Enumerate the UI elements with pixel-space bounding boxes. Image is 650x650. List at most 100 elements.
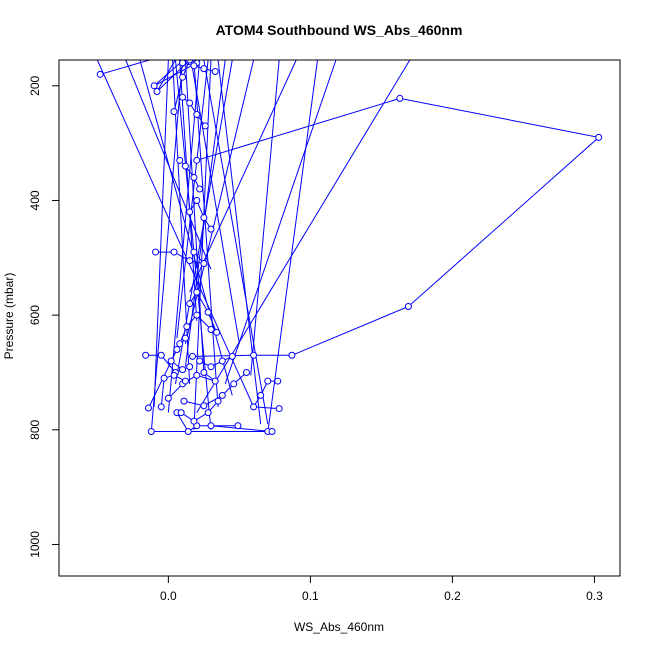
data-point — [157, 351, 165, 359]
y-axis-label: Pressure (mbar) — [2, 273, 16, 360]
connector-line — [203, 60, 269, 425]
data-point — [268, 428, 276, 436]
data-point — [275, 405, 283, 413]
data-point — [170, 108, 178, 116]
series-line — [199, 355, 233, 368]
data-point — [204, 409, 212, 417]
series-line — [192, 97, 600, 357]
connector-line — [184, 60, 226, 367]
series-line — [182, 96, 206, 127]
data-point — [264, 377, 272, 385]
plot-points-group — [96, 50, 603, 436]
data-point — [167, 357, 175, 365]
data-point — [274, 377, 282, 385]
data-point — [186, 300, 194, 308]
data-point — [186, 257, 194, 265]
data-point — [179, 60, 187, 67]
data-point — [242, 368, 250, 376]
data-point — [288, 351, 296, 359]
connector-line — [139, 60, 233, 396]
data-point — [177, 409, 185, 417]
series-line — [156, 60, 191, 112]
data-point — [176, 156, 184, 164]
data-point — [181, 162, 189, 170]
y-tick-label: 400 — [28, 190, 42, 210]
connector-line — [190, 60, 240, 344]
data-point — [404, 303, 412, 311]
data-point — [170, 371, 178, 379]
chart-title: ATOM4 Southbound WS_Abs_460nm — [216, 22, 463, 38]
data-point — [250, 403, 258, 411]
connector-line — [250, 60, 280, 376]
connector-line — [184, 60, 205, 373]
data-point — [207, 225, 215, 233]
data-point — [200, 402, 208, 410]
series-line — [182, 62, 216, 72]
data-point — [181, 334, 189, 342]
x-tick-label: 0.1 — [302, 589, 319, 603]
y-tick-label: 600 — [28, 305, 42, 325]
data-point — [204, 308, 212, 316]
x-axis-label: WS_Abs_460nm — [294, 620, 384, 634]
data-point — [190, 62, 198, 70]
data-point — [230, 380, 238, 388]
data-point — [186, 99, 194, 107]
data-point — [228, 352, 236, 360]
connector-line — [217, 60, 262, 425]
data-point — [179, 366, 187, 374]
data-point — [218, 357, 226, 365]
data-point — [174, 60, 179, 61]
data-point — [257, 391, 265, 399]
x-tick-label: 0.3 — [586, 589, 603, 603]
data-point — [186, 60, 194, 64]
data-point — [190, 417, 198, 425]
data-point — [207, 363, 215, 371]
x-tick-label: 0.0 — [160, 589, 177, 603]
connector-line — [125, 60, 212, 270]
data-point — [172, 50, 178, 56]
data-point — [200, 65, 208, 73]
data-point — [200, 260, 208, 268]
data-point — [193, 156, 201, 164]
series-line — [100, 60, 198, 87]
data-point — [595, 133, 603, 141]
data-point — [396, 94, 404, 102]
connector-line — [267, 60, 318, 433]
data-point — [207, 422, 215, 430]
data-point — [184, 428, 192, 436]
series-line — [176, 412, 238, 433]
data-point — [211, 377, 219, 385]
data-point — [142, 351, 150, 359]
data-point — [150, 82, 158, 90]
series-line — [189, 199, 212, 230]
data-point — [189, 352, 197, 360]
series-line — [160, 374, 186, 407]
connector-line — [196, 60, 411, 413]
data-point — [152, 248, 160, 256]
data-point — [250, 351, 258, 359]
data-point — [96, 70, 104, 78]
data-point — [179, 93, 187, 101]
data-point — [144, 404, 152, 412]
y-tick-label: 200 — [28, 75, 42, 95]
data-point — [200, 368, 208, 376]
connector-line — [174, 60, 212, 430]
connector-line — [224, 60, 337, 385]
data-point — [193, 288, 201, 296]
data-point — [207, 325, 215, 333]
data-point — [186, 208, 194, 216]
data-point — [186, 363, 194, 371]
data-point — [190, 248, 198, 256]
data-point — [193, 311, 201, 319]
data-point — [193, 371, 201, 379]
series-line — [180, 400, 219, 422]
connector-line — [184, 60, 255, 344]
data-point — [176, 340, 184, 348]
data-point — [170, 248, 178, 256]
data-point — [218, 391, 226, 399]
data-point — [160, 374, 168, 382]
data-point — [193, 110, 201, 118]
data-point — [214, 397, 222, 405]
connector-line — [193, 60, 212, 430]
